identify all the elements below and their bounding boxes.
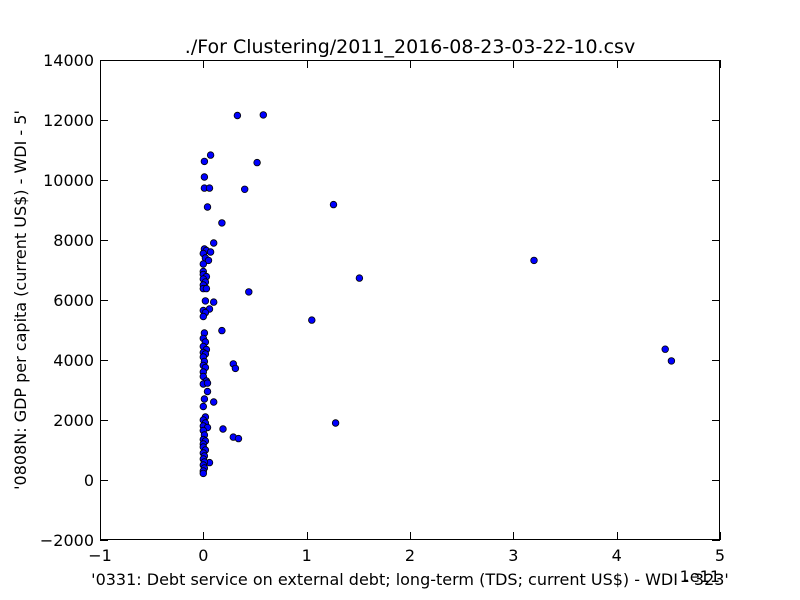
data-point: [219, 425, 227, 433]
data-point: [203, 379, 212, 387]
ticks-layer: −1 0 1 2 3 4 5 −2000 0 2000 4000 6000 8000 10000 12000…: [40, 51, 725, 565]
data-point: [308, 316, 316, 324]
data-point: [200, 395, 209, 403]
data-point: [218, 326, 226, 335]
data-point: [218, 219, 226, 227]
x-tick-label: 1: [302, 546, 312, 565]
data-point: [199, 312, 207, 321]
data-point: [199, 260, 207, 268]
data-point: [209, 298, 218, 306]
data-point: [205, 184, 214, 192]
data-point: [331, 419, 340, 427]
data-point: [206, 248, 215, 256]
y-tick-label: 8000: [53, 231, 94, 250]
x-tick-label: −1: [88, 546, 112, 565]
x-tick-label: 4: [612, 546, 622, 565]
data-point: [209, 398, 218, 406]
data-point: [199, 402, 207, 411]
data-point: [234, 434, 243, 443]
x-tick-label: 0: [198, 546, 208, 565]
data-point: [259, 111, 267, 119]
data-point: [240, 185, 249, 193]
data-point: [200, 173, 209, 181]
y-tick-label: 10000: [43, 171, 94, 190]
y-tick-label: 4000: [53, 351, 94, 370]
data-point: [202, 284, 211, 293]
data-point: [209, 239, 218, 247]
data-point: [231, 364, 240, 373]
data-point: [206, 151, 215, 159]
points-layer: [199, 111, 676, 478]
data-point: [667, 357, 676, 365]
data-point: [204, 256, 213, 265]
plot-area: [100, 60, 720, 540]
x-tick-label: 2: [405, 546, 415, 565]
data-point: [253, 158, 261, 167]
data-point: [203, 203, 212, 211]
x-axis-scale-label: 1e11: [680, 567, 720, 586]
y-tick-label: 12000: [43, 111, 94, 130]
data-point: [233, 111, 242, 120]
data-point: [200, 157, 209, 166]
data-point: [355, 274, 364, 282]
y-tick-label: −2000: [40, 531, 94, 550]
data-point: [530, 256, 538, 265]
y-tick-label: 6000: [53, 291, 94, 310]
data-point: [245, 288, 253, 296]
data-point: [203, 387, 212, 396]
x-tick-label: 3: [508, 546, 518, 565]
data-point: [201, 297, 210, 305]
data-point: [329, 200, 338, 209]
y-tick-label: 0: [84, 471, 94, 490]
data-point: [661, 345, 669, 353]
x-tick-label: 5: [715, 546, 725, 565]
y-tick-label: 14000: [43, 51, 94, 70]
y-axis-label: '0808N: GDP per capita (current US$) - W…: [11, 110, 30, 490]
x-axis-label: '0331: Debt service on external debt; lo…: [91, 570, 729, 589]
y-tick-label: 2000: [53, 411, 94, 430]
data-point: [199, 469, 207, 478]
chart-title: ./For Clustering/2011_2016-08-23-03-22-1…: [185, 36, 635, 58]
